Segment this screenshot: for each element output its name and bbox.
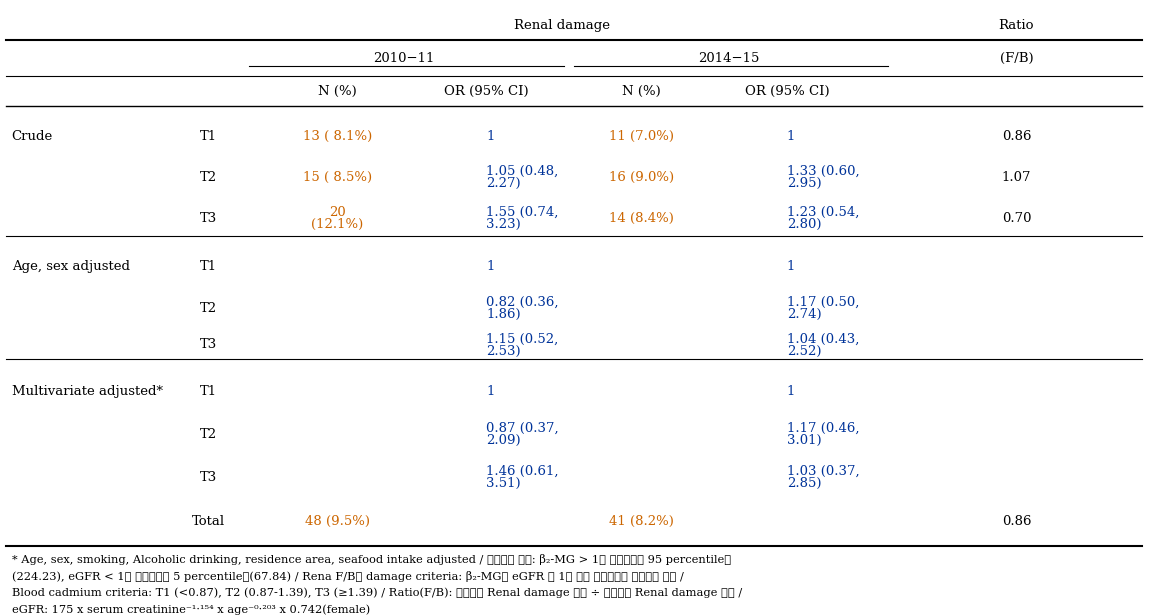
Text: * Age, sex, smoking, Alcoholic drinking, residence area, seafood intake adjusted: * Age, sex, smoking, Alcoholic drinking,…: [12, 554, 731, 565]
Text: 1.17 (0.46,: 1.17 (0.46,: [787, 421, 860, 435]
Text: Crude: Crude: [12, 130, 53, 144]
Text: 15 ( 8.5%): 15 ( 8.5%): [302, 171, 372, 184]
Text: (F/B): (F/B): [1000, 52, 1033, 65]
Text: 13 ( 8.1%): 13 ( 8.1%): [302, 130, 372, 144]
Text: 2.27): 2.27): [486, 177, 521, 190]
Text: 1.17 (0.50,: 1.17 (0.50,: [787, 295, 860, 309]
Text: 20: 20: [329, 206, 345, 219]
Text: 1: 1: [787, 259, 795, 273]
Text: 1: 1: [486, 384, 494, 398]
Text: 41 (8.2%): 41 (8.2%): [609, 515, 674, 529]
Text: 1.33 (0.60,: 1.33 (0.60,: [787, 164, 860, 178]
Text: T3: T3: [200, 338, 217, 352]
Text: 2.95): 2.95): [787, 177, 822, 190]
Text: 1: 1: [787, 384, 795, 398]
Text: T1: T1: [200, 130, 217, 144]
Text: 2.85): 2.85): [787, 477, 821, 490]
Text: 1.86): 1.86): [486, 307, 521, 321]
Text: N (%): N (%): [317, 84, 357, 98]
Text: 0.87 (0.37,: 0.87 (0.37,: [486, 421, 559, 435]
Text: T2: T2: [200, 428, 217, 441]
Text: Age, sex adjusted: Age, sex adjusted: [12, 259, 130, 273]
Text: 48 (9.5%): 48 (9.5%): [304, 515, 370, 529]
Text: Renal damage: Renal damage: [514, 18, 610, 32]
Text: 0.86: 0.86: [1001, 515, 1032, 529]
Text: 1.55 (0.74,: 1.55 (0.74,: [486, 206, 559, 219]
Text: 2.80): 2.80): [787, 218, 821, 232]
Text: 1.05 (0.48,: 1.05 (0.48,: [486, 164, 559, 178]
Text: 3.51): 3.51): [486, 477, 521, 490]
Text: T2: T2: [200, 171, 217, 184]
Text: OR (95% CI): OR (95% CI): [444, 84, 528, 98]
Text: Total: Total: [192, 515, 225, 529]
Text: T3: T3: [200, 471, 217, 484]
Text: 1: 1: [787, 130, 795, 144]
Text: (224.23), eGFR < 1차 조사대상자 5 percentile값(67.84) / Rena F/Bℓ damage criteria: β₂-M: (224.23), eGFR < 1차 조사대상자 5 percentile값(…: [12, 571, 684, 582]
Text: 1.46 (0.61,: 1.46 (0.61,: [486, 464, 559, 478]
Text: 11 (7.0%): 11 (7.0%): [609, 130, 674, 144]
Text: 3.01): 3.01): [787, 434, 822, 447]
Text: (12.1%): (12.1%): [311, 218, 363, 232]
Text: T1: T1: [200, 259, 217, 273]
Text: 1.23 (0.54,: 1.23 (0.54,: [787, 206, 860, 219]
Text: 2.53): 2.53): [486, 344, 521, 358]
Text: T1: T1: [200, 384, 217, 398]
Text: 1.04 (0.43,: 1.04 (0.43,: [787, 332, 860, 346]
Text: 1: 1: [486, 130, 494, 144]
Text: 0.86: 0.86: [1001, 130, 1032, 144]
Text: N (%): N (%): [622, 84, 662, 98]
Text: 14 (8.4%): 14 (8.4%): [609, 212, 674, 225]
Text: 2010−11: 2010−11: [374, 52, 434, 65]
Text: 2014−15: 2014−15: [698, 52, 759, 65]
Text: 3.23): 3.23): [486, 218, 521, 232]
Text: Multivariate adjusted*: Multivariate adjusted*: [12, 384, 163, 398]
Text: T2: T2: [200, 301, 217, 315]
Text: eGFR: 175 x serum creatinine⁻¹·¹⁵⁴ x age⁻⁰·²⁰³ x 0.742(female): eGFR: 175 x serum creatinine⁻¹·¹⁵⁴ x age…: [12, 604, 370, 615]
Text: 0.70: 0.70: [1001, 212, 1032, 225]
Text: T3: T3: [200, 212, 217, 225]
Text: 1.15 (0.52,: 1.15 (0.52,: [486, 332, 559, 346]
Text: Blood cadmium criteria: T1 (<0.87), T2 (0.87-1.39), T3 (≥1.39) / Ratio(F/B): 추적조: Blood cadmium criteria: T1 (<0.87), T2 (…: [12, 588, 742, 599]
Text: 2.09): 2.09): [486, 434, 521, 447]
Text: 2.74): 2.74): [787, 307, 822, 321]
Text: 2.52): 2.52): [787, 344, 821, 358]
Text: OR (95% CI): OR (95% CI): [745, 84, 829, 98]
Text: 1.03 (0.37,: 1.03 (0.37,: [787, 464, 860, 478]
Text: 1: 1: [486, 259, 494, 273]
Text: 1.07: 1.07: [1001, 171, 1032, 184]
Text: 16 (9.0%): 16 (9.0%): [609, 171, 674, 184]
Text: Ratio: Ratio: [999, 18, 1034, 32]
Text: 0.82 (0.36,: 0.82 (0.36,: [486, 295, 559, 309]
